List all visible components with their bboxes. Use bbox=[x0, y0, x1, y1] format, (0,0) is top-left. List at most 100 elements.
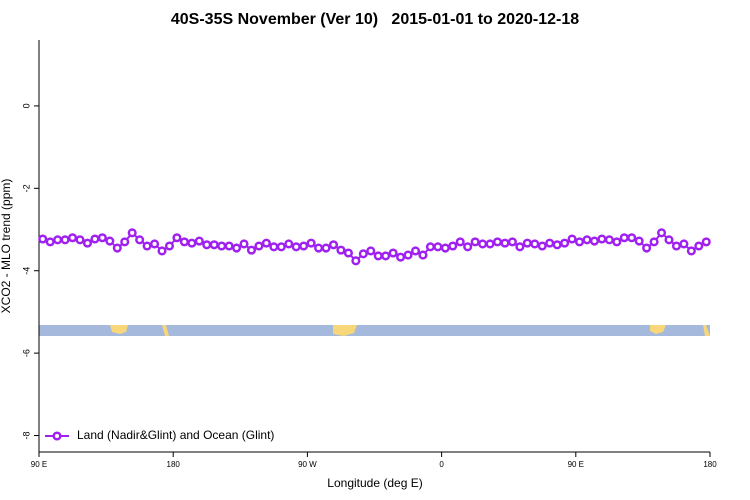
data-point bbox=[261, 238, 271, 248]
data-point bbox=[560, 238, 570, 248]
data-point bbox=[142, 241, 152, 251]
data-point bbox=[582, 235, 592, 245]
data-point bbox=[224, 241, 234, 251]
data-point bbox=[671, 241, 682, 251]
land-blob bbox=[110, 325, 128, 334]
data-point bbox=[656, 228, 667, 238]
data-point bbox=[254, 241, 264, 251]
data-point bbox=[343, 248, 353, 258]
data-point bbox=[388, 248, 398, 258]
data-point bbox=[515, 242, 525, 252]
data-point bbox=[299, 241, 309, 251]
y-tick-label: -8 bbox=[21, 432, 31, 440]
y-tick-label: -2 bbox=[21, 184, 31, 192]
land-blob bbox=[703, 325, 710, 336]
y-tick-label: -6 bbox=[21, 349, 31, 357]
y-tick-label: -4 bbox=[21, 267, 31, 275]
data-point bbox=[187, 238, 197, 248]
data-point bbox=[38, 234, 48, 244]
data-point bbox=[68, 233, 78, 243]
data-point bbox=[545, 238, 555, 248]
data-point bbox=[53, 235, 63, 245]
data-point bbox=[373, 251, 383, 261]
data-point bbox=[82, 238, 93, 248]
data-point bbox=[694, 241, 704, 251]
data-point bbox=[440, 243, 450, 253]
ocean-band bbox=[39, 325, 710, 336]
data-point bbox=[396, 252, 406, 262]
data-point bbox=[321, 243, 331, 253]
data-point bbox=[97, 233, 107, 243]
legend-label: Land (Nadir&Glint) and Ocean (Glint) bbox=[77, 428, 274, 442]
data-point bbox=[478, 239, 488, 249]
data-point bbox=[485, 239, 495, 249]
data-point bbox=[202, 240, 212, 250]
x-tick-label: 0 bbox=[439, 460, 444, 469]
data-point bbox=[157, 246, 167, 256]
data-point bbox=[701, 237, 711, 247]
data-point bbox=[530, 239, 540, 249]
data-point bbox=[589, 236, 599, 246]
data-point bbox=[276, 242, 286, 252]
data-point bbox=[45, 237, 55, 247]
data-point bbox=[127, 228, 137, 238]
data-point bbox=[500, 238, 510, 248]
data-point bbox=[604, 235, 614, 245]
data-point bbox=[246, 245, 257, 255]
data-point bbox=[112, 243, 122, 253]
data-point bbox=[90, 234, 100, 244]
data-point bbox=[135, 235, 145, 245]
data-point bbox=[492, 237, 503, 247]
data-point bbox=[522, 238, 532, 248]
chart-title: 40S-35S November (Ver 10) 2015-01-01 to … bbox=[171, 11, 579, 28]
x-tick-label: 90 E bbox=[31, 460, 47, 469]
data-point bbox=[328, 240, 339, 250]
data-point bbox=[120, 237, 130, 247]
y-tick-label: 0 bbox=[21, 103, 31, 108]
x-tick-label: 180 bbox=[167, 460, 181, 469]
data-point bbox=[664, 235, 674, 245]
data-point bbox=[642, 243, 652, 253]
x-tick-label: 180 bbox=[703, 460, 717, 469]
data-point bbox=[455, 237, 465, 247]
data-point bbox=[284, 239, 294, 249]
data-point bbox=[433, 242, 443, 252]
map-strip bbox=[39, 325, 710, 336]
data-point bbox=[209, 240, 219, 250]
y-axis-title: XCO2 - MLO trend (ppm) bbox=[0, 179, 13, 314]
data-point bbox=[597, 234, 607, 244]
data-point bbox=[60, 235, 70, 245]
data-point bbox=[403, 250, 413, 260]
data-point bbox=[105, 236, 115, 246]
data-point bbox=[410, 246, 421, 256]
data-point bbox=[470, 237, 480, 247]
data-point bbox=[463, 242, 473, 252]
x-tick-label: 90 W bbox=[298, 460, 317, 469]
data-point bbox=[381, 251, 391, 261]
legend-marker bbox=[52, 431, 62, 441]
land-blob bbox=[333, 325, 357, 336]
data-point bbox=[448, 241, 458, 251]
x-axis-title: Longitude (deg E) bbox=[327, 476, 422, 490]
data-point bbox=[164, 241, 175, 251]
data-point bbox=[649, 237, 659, 247]
data-point bbox=[619, 233, 629, 243]
data-point bbox=[574, 237, 585, 247]
data-point bbox=[150, 239, 160, 249]
data-point bbox=[552, 240, 562, 250]
data-point bbox=[239, 239, 249, 249]
data-point bbox=[217, 241, 227, 251]
data-point bbox=[291, 242, 301, 252]
data-point bbox=[507, 237, 517, 247]
data-point bbox=[627, 233, 637, 243]
data-point bbox=[179, 237, 189, 247]
data-point bbox=[537, 241, 547, 251]
land-blob bbox=[162, 325, 169, 336]
data-point bbox=[425, 242, 435, 252]
data-point bbox=[232, 243, 242, 253]
data-point bbox=[366, 246, 376, 256]
data-point bbox=[634, 236, 644, 246]
data-point bbox=[418, 250, 428, 260]
data-point bbox=[172, 233, 182, 243]
